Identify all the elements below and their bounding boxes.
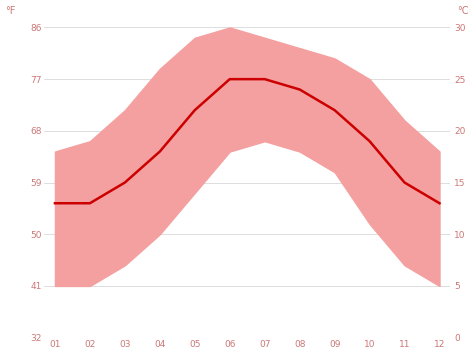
Text: °F: °F [6, 6, 16, 16]
Text: °C: °C [457, 6, 468, 16]
